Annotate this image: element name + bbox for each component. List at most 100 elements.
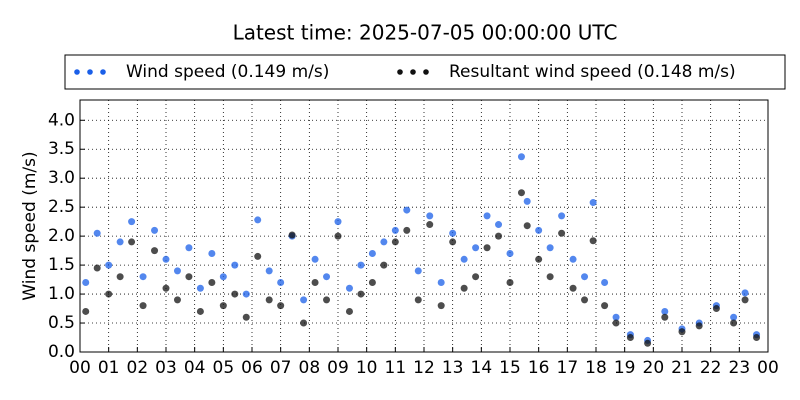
- point: [368, 278, 376, 286]
- y-axis-label: Wind speed (m/s): [20, 151, 40, 300]
- point: [139, 302, 147, 310]
- x-tick-label: 23: [729, 358, 751, 378]
- point: [391, 226, 399, 234]
- x-tick-label: 15: [499, 358, 521, 378]
- x-tick-label: 14: [471, 358, 493, 378]
- x-tick-label: 21: [671, 358, 693, 378]
- point: [265, 296, 273, 304]
- legend-marker: [397, 69, 403, 75]
- point: [612, 319, 620, 327]
- point: [116, 238, 124, 246]
- x-tick-label: 19: [614, 358, 636, 378]
- point: [105, 290, 113, 298]
- point: [661, 313, 669, 321]
- point: [277, 278, 285, 286]
- y-tick-label: 0.5: [48, 313, 75, 333]
- point: [380, 238, 388, 246]
- point: [162, 284, 170, 292]
- point: [449, 238, 457, 246]
- point: [472, 244, 480, 252]
- point: [517, 153, 525, 161]
- legend-marker: [100, 69, 106, 75]
- point: [589, 237, 597, 245]
- point: [437, 302, 445, 310]
- point: [185, 273, 193, 281]
- point: [139, 273, 147, 281]
- point: [151, 247, 159, 255]
- point: [523, 197, 531, 205]
- point: [581, 296, 589, 304]
- point: [334, 232, 342, 240]
- point: [730, 319, 738, 327]
- point: [345, 284, 353, 292]
- point: [403, 226, 411, 234]
- point: [208, 278, 216, 286]
- legend-label: Resultant wind speed (0.148 m/s): [449, 62, 736, 82]
- point: [589, 199, 597, 207]
- point: [254, 252, 262, 260]
- point: [426, 221, 434, 229]
- x-tick-label: 03: [155, 358, 177, 378]
- legend-marker: [74, 69, 80, 75]
- x-tick-label: 00: [69, 358, 91, 378]
- legend-marker: [423, 69, 429, 75]
- point: [483, 244, 491, 252]
- point: [460, 284, 468, 292]
- x-tick-label: 22: [700, 358, 722, 378]
- x-tick-label: 09: [327, 358, 349, 378]
- point: [581, 273, 589, 281]
- x-tick-label: 10: [356, 358, 378, 378]
- point: [460, 255, 468, 263]
- point: [612, 313, 620, 321]
- point: [185, 244, 193, 252]
- point: [128, 218, 136, 226]
- point: [523, 222, 531, 230]
- point: [426, 212, 434, 220]
- legend-label: Wind speed (0.149 m/s): [126, 62, 329, 82]
- point: [231, 261, 239, 269]
- point: [535, 255, 543, 263]
- point: [82, 278, 90, 286]
- y-tick-label: 2.0: [48, 226, 75, 246]
- point: [644, 339, 652, 347]
- point: [601, 278, 609, 286]
- y-tick-label: 1.5: [48, 255, 75, 275]
- point: [414, 296, 422, 304]
- point: [323, 296, 331, 304]
- point: [219, 273, 227, 281]
- point: [300, 296, 308, 304]
- point: [506, 250, 514, 258]
- x-tick-label: 08: [299, 358, 321, 378]
- point: [626, 334, 634, 342]
- legend-marker: [410, 69, 416, 75]
- point: [495, 232, 503, 240]
- point: [242, 290, 250, 298]
- point: [334, 218, 342, 226]
- point: [196, 284, 204, 292]
- plot-frame: [79, 99, 769, 353]
- x-tick-label: 16: [528, 358, 550, 378]
- point: [311, 278, 319, 286]
- x-tick-label: 05: [213, 358, 235, 378]
- y-tick-label: 0.0: [48, 342, 75, 362]
- point: [730, 313, 738, 321]
- point: [472, 273, 480, 281]
- point: [546, 244, 554, 252]
- point: [288, 231, 296, 239]
- point: [483, 212, 491, 220]
- point: [254, 216, 262, 224]
- point: [741, 289, 749, 297]
- legend-marker: [87, 69, 93, 75]
- point: [196, 307, 204, 315]
- point: [695, 322, 703, 330]
- point: [116, 273, 124, 281]
- point: [517, 189, 525, 197]
- point: [128, 238, 136, 246]
- x-tick-label: 06: [241, 358, 263, 378]
- point: [506, 278, 514, 286]
- point: [368, 250, 376, 258]
- point: [357, 261, 365, 269]
- point: [558, 212, 566, 220]
- x-tick-label: 02: [127, 358, 149, 378]
